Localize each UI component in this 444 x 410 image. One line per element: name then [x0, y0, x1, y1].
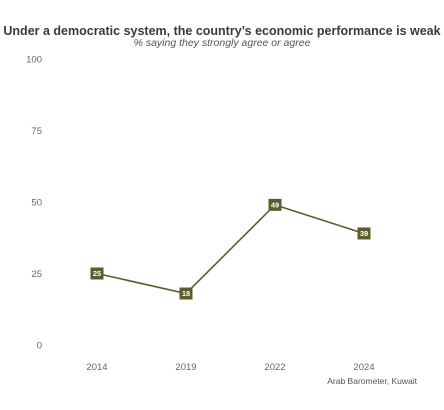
y-axis: 0 25 50 75 100	[26, 55, 42, 352]
series-group: 25 18 49 39	[90, 198, 371, 300]
x-axis: 2014 2019 2022 2024	[86, 362, 374, 373]
y-tick-label: 50	[31, 198, 42, 209]
data-label: 25	[93, 269, 101, 278]
data-point	[90, 267, 104, 280]
x-tick-label: 2019	[175, 362, 196, 373]
chart-title: Under a democratic system, the country’s…	[3, 24, 441, 38]
x-tick-label: 2024	[353, 362, 374, 373]
y-tick-label: 25	[31, 269, 42, 280]
chart-subtitle: % saying they strongly agree or agree	[133, 37, 311, 49]
y-tick-label: 100	[26, 55, 42, 66]
x-tick-label: 2022	[264, 362, 285, 373]
data-point	[179, 287, 193, 300]
data-label: 49	[271, 201, 279, 210]
data-point	[357, 227, 371, 240]
data-label: 39	[360, 229, 368, 238]
data-point	[268, 198, 282, 211]
y-tick-label: 0	[37, 341, 42, 352]
x-tick-label: 2014	[86, 362, 107, 373]
data-label: 18	[182, 289, 190, 298]
series-line	[96, 203, 365, 295]
y-tick-label: 75	[31, 126, 42, 137]
source-note: Arab Barometer, Kuwait	[327, 376, 417, 386]
